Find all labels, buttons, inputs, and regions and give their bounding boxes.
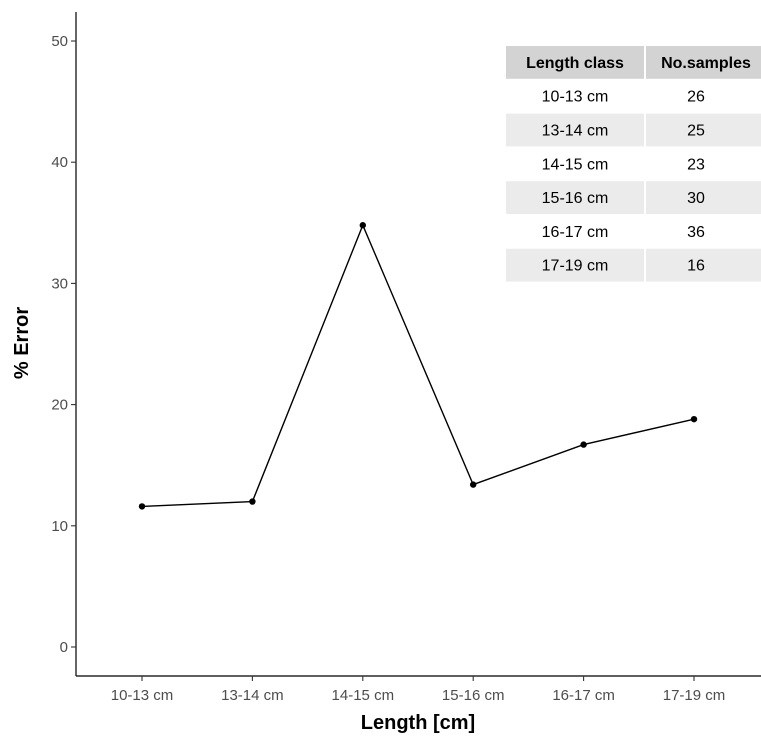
table-cell: 16 [687,258,705,275]
table-cell: 36 [687,224,705,241]
table-cell: 17-19 cm [542,258,609,275]
x-tick-label: 17-19 cm [663,687,726,704]
table-cell: 14-15 cm [542,156,609,173]
table-row-bg [506,181,644,214]
table-cell: 30 [687,190,705,207]
y-axis-title: % Error [11,307,33,379]
table-cell: 13-14 cm [542,123,609,140]
table-header-label: No.samples [661,55,751,72]
x-tick-label: 13-14 cm [221,687,284,704]
series-line [141,223,695,508]
inset-table: Length class No.samples 10-13 cm 26 13-14 cm… [506,46,761,282]
x-tick-label: 15-16 cm [442,687,505,704]
data-point [580,441,587,448]
table-row-bg [506,113,644,147]
table-header-cell [646,46,761,79]
y-tick-label: 30 [51,275,68,292]
x-axis-title: Length [cm] [361,712,475,734]
table-row-bg [646,181,761,214]
table-cell: 15-16 cm [542,190,609,207]
data-point [359,222,366,229]
table-cell: 23 [687,156,705,173]
table-cell: 25 [687,123,705,140]
table-cell: 26 [687,89,705,106]
y-tick-label: 10 [51,518,68,535]
data-point [690,415,698,423]
x-tick-label: 14-15 cm [332,687,395,704]
table-row-bg [646,113,761,147]
y-tick-label: 20 [51,397,68,414]
y-tick-label: 50 [51,33,68,50]
data-point [470,481,477,488]
x-tick-label: 16-17 cm [552,687,615,704]
data-point [138,503,146,510]
table-cell: 16-17 cm [542,224,609,241]
y-tick-label: 0 [60,639,68,656]
table-header-cell [506,46,644,79]
data-point [249,498,256,505]
y-tick-label: 40 [51,154,68,171]
table-row-bg [506,248,644,282]
plot-area: 0 10 20 30 40 50 10-13 cm 13-14 cm 14-15 cm 15-16… [51,12,761,704]
table-cell: 10-13 cm [542,89,609,106]
table-header-label: Length class [526,55,624,72]
table-row-bg [646,248,761,282]
x-tick-label: 10-13 cm [111,687,174,704]
